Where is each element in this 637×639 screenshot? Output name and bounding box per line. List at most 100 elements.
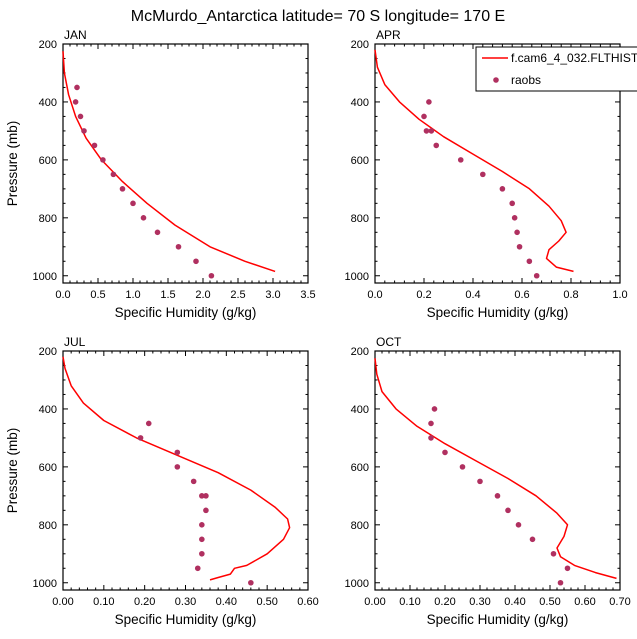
plot-frame	[62, 350, 309, 591]
raobs-point	[175, 243, 182, 250]
raobs-point	[423, 128, 430, 134]
raobs-point	[509, 200, 515, 207]
x-tick-label: 0.0	[55, 289, 70, 301]
raobs-point	[428, 435, 434, 441]
plot-frame	[374, 350, 621, 591]
x-tick-label: 0.2	[416, 289, 431, 301]
x-tick-label: 0.50	[256, 596, 277, 608]
legend-model-label: f.cam6_4_032.FLTHIST	[511, 51, 637, 65]
raobs-point	[533, 272, 540, 279]
x-tick-label: 0.0	[367, 289, 382, 301]
y-tick-label: 600	[351, 462, 369, 474]
y-tick-label: 600	[39, 462, 57, 474]
raobs-point	[442, 449, 448, 456]
x-tick-label: 0.70	[609, 596, 630, 608]
raobs-point	[457, 157, 464, 163]
panel-apr: APR 0.0 0.2 0.4 0.6 0.8 1.0 200 400 600 800 1000 Spe…	[345, 28, 628, 320]
raobs-point	[426, 99, 432, 105]
y-tick-label: 800	[351, 520, 369, 532]
raobs-point	[516, 243, 523, 250]
y-tick-label: 1000	[33, 271, 57, 283]
figure-title: McMurdo_Antarctica latitude= 70 S longit…	[131, 8, 505, 25]
raobs-point	[428, 420, 434, 427]
raobs-point	[199, 536, 205, 543]
x-tick-label: 0.6	[514, 289, 529, 301]
panel-label: JUL	[64, 335, 86, 349]
panel-label: APR	[376, 28, 401, 42]
raobs-point	[529, 536, 536, 543]
x-tick-label: 3.5	[300, 289, 315, 301]
x-tick-label: 0.30	[469, 596, 490, 608]
raobs-point	[203, 493, 209, 499]
y-tick-label: 800	[39, 520, 57, 532]
y-tick-label: 200	[351, 346, 369, 358]
raobs-point	[208, 272, 215, 279]
raobs-point	[137, 435, 144, 441]
raobs-point	[74, 84, 80, 91]
raobs-point	[100, 157, 106, 163]
x-axis-label: Specific Humidity (g/kg)	[427, 305, 569, 320]
panel-jan: JAN 0.0 0.5 1.0 1.5 2.0 2.5 3.0 3.5 200 400 600 800 1…	[5, 28, 316, 320]
raobs-point	[199, 493, 205, 499]
x-tick-label: 2.0	[195, 289, 210, 301]
legend-box	[475, 46, 637, 92]
plot-frame	[62, 43, 309, 284]
legend: f.cam6_4_032.FLTHIST raobs	[475, 46, 637, 92]
raobs-point	[110, 171, 117, 178]
x-axis-label: Specific Humidity (g/kg)	[427, 612, 569, 627]
y-tick-label: 1000	[33, 578, 57, 590]
x-tick-label: 0.50	[539, 596, 560, 608]
x-tick-label: 0.40	[216, 596, 237, 608]
x-tick-label: 2.5	[230, 289, 245, 301]
x-tick-label: 0.30	[175, 596, 196, 608]
y-tick-label: 400	[351, 97, 369, 109]
y-tick-label: 800	[39, 213, 57, 225]
panel-jul: JUL 0.00 0.10 0.20 0.30 0.40 0.50 0.60 200 400 600…	[5, 335, 319, 627]
y-tick-label: 400	[39, 97, 57, 109]
y-axis-label: Pressure (mb)	[5, 121, 20, 207]
raobs-point	[499, 186, 506, 192]
raobs-point	[72, 99, 79, 105]
raobs-point	[203, 507, 209, 514]
raobs-point	[514, 229, 520, 236]
x-tick-label: 0.10	[399, 596, 420, 608]
y-tick-label: 200	[39, 346, 57, 358]
raobs-point	[193, 258, 199, 265]
raobs-point	[480, 171, 486, 178]
x-tick-label: 0.20	[134, 596, 155, 608]
raobs-point	[81, 128, 87, 134]
x-tick-label: 1.5	[160, 289, 175, 301]
raobs-point	[505, 507, 511, 514]
raobs-point	[194, 565, 201, 572]
raobs-point	[511, 215, 518, 221]
x-tick-label: 0.60	[297, 596, 318, 608]
raobs-point	[248, 579, 254, 586]
raobs-point	[494, 493, 501, 499]
raobs-point	[431, 406, 438, 412]
y-tick-label: 1000	[345, 578, 369, 590]
panel-label: JAN	[64, 28, 87, 42]
raobs-point	[515, 522, 522, 528]
raobs-point	[91, 142, 98, 149]
model-line	[374, 358, 617, 580]
y-tick-label: 1000	[345, 271, 369, 283]
raobs-point	[145, 420, 152, 427]
y-tick-label: 600	[39, 155, 57, 167]
x-tick-label: 0.60	[574, 596, 595, 608]
y-tick-label: 200	[351, 39, 369, 51]
x-axis-label: Specific Humidity (g/kg)	[115, 612, 257, 627]
raobs-point	[119, 186, 126, 192]
raobs-point	[77, 113, 84, 120]
raobs-point	[428, 128, 435, 134]
y-tick-label: 200	[39, 39, 57, 51]
y-tick-label: 400	[39, 404, 57, 416]
raobs-point	[199, 522, 205, 528]
raobs-point	[174, 449, 181, 456]
panels: JAN 0.0 0.5 1.0 1.5 2.0 2.5 3.0 3.5 200 400 600 800 1…	[5, 28, 631, 627]
raobs-point	[564, 565, 571, 572]
raobs-point	[174, 464, 181, 470]
raobs-point	[433, 142, 440, 149]
raobs-point	[140, 215, 147, 221]
y-tick-label: 800	[351, 213, 369, 225]
